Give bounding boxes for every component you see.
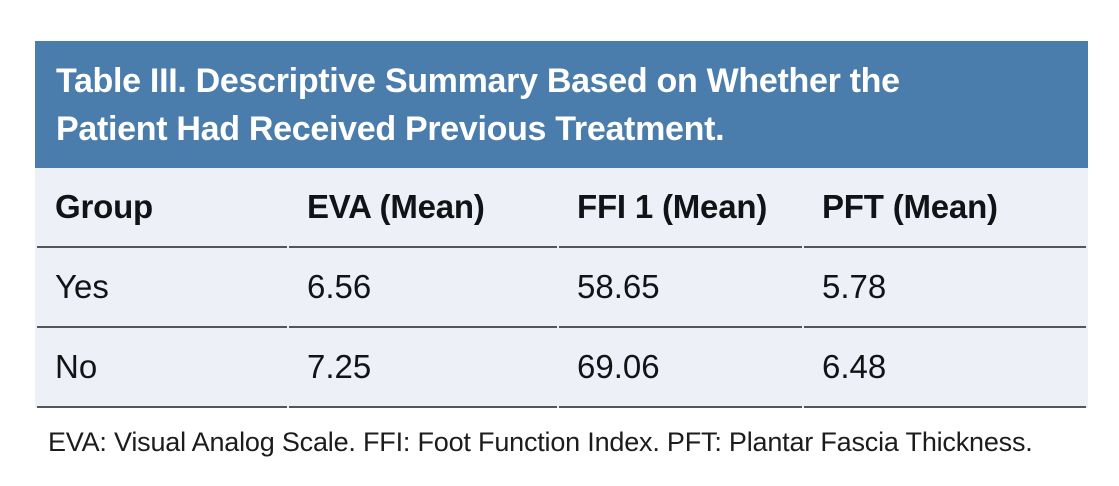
- table-row-yes: Yes 6.56 58.65 5.78: [37, 248, 1086, 328]
- table-title-line-1: Table III. Descriptive Summary Based on …: [56, 61, 900, 100]
- column-header-group: Group: [37, 168, 287, 248]
- cell-pft-no: 6.48: [804, 328, 1086, 408]
- data-table: Group EVA (Mean) FFI 1 (Mean) PFT (Mean)…: [35, 168, 1088, 408]
- cell-group-yes: Yes: [37, 248, 287, 328]
- cell-ffi1-yes: 58.65: [559, 248, 802, 328]
- table-title-bar: Table III. Descriptive Summary Based on …: [35, 41, 1088, 168]
- cell-pft-yes: 5.78: [804, 248, 1086, 328]
- column-header-eva-mean: EVA (Mean): [289, 168, 557, 248]
- cell-eva-yes: 6.56: [289, 248, 557, 328]
- cell-group-no: No: [37, 328, 287, 408]
- cell-ffi1-no: 69.06: [559, 328, 802, 408]
- table-title-line-2: Patient Had Received Previous Treatment.: [56, 109, 725, 148]
- header-row: Group EVA (Mean) FFI 1 (Mean) PFT (Mean): [37, 168, 1086, 248]
- table-footnote: EVA: Visual Analog Scale. FFI: Foot Func…: [48, 427, 1033, 457]
- column-header-pft-mean: PFT (Mean): [804, 168, 1086, 248]
- column-header-ffi1-mean: FFI 1 (Mean): [559, 168, 802, 248]
- cell-eva-no: 7.25: [289, 328, 557, 408]
- table-row-no: No 7.25 69.06 6.48: [37, 328, 1086, 408]
- table-grid: Group EVA (Mean) FFI 1 (Mean) PFT (Mean)…: [35, 168, 1088, 408]
- paper-table-figure: Table III. Descriptive Summary Based on …: [35, 41, 1088, 459]
